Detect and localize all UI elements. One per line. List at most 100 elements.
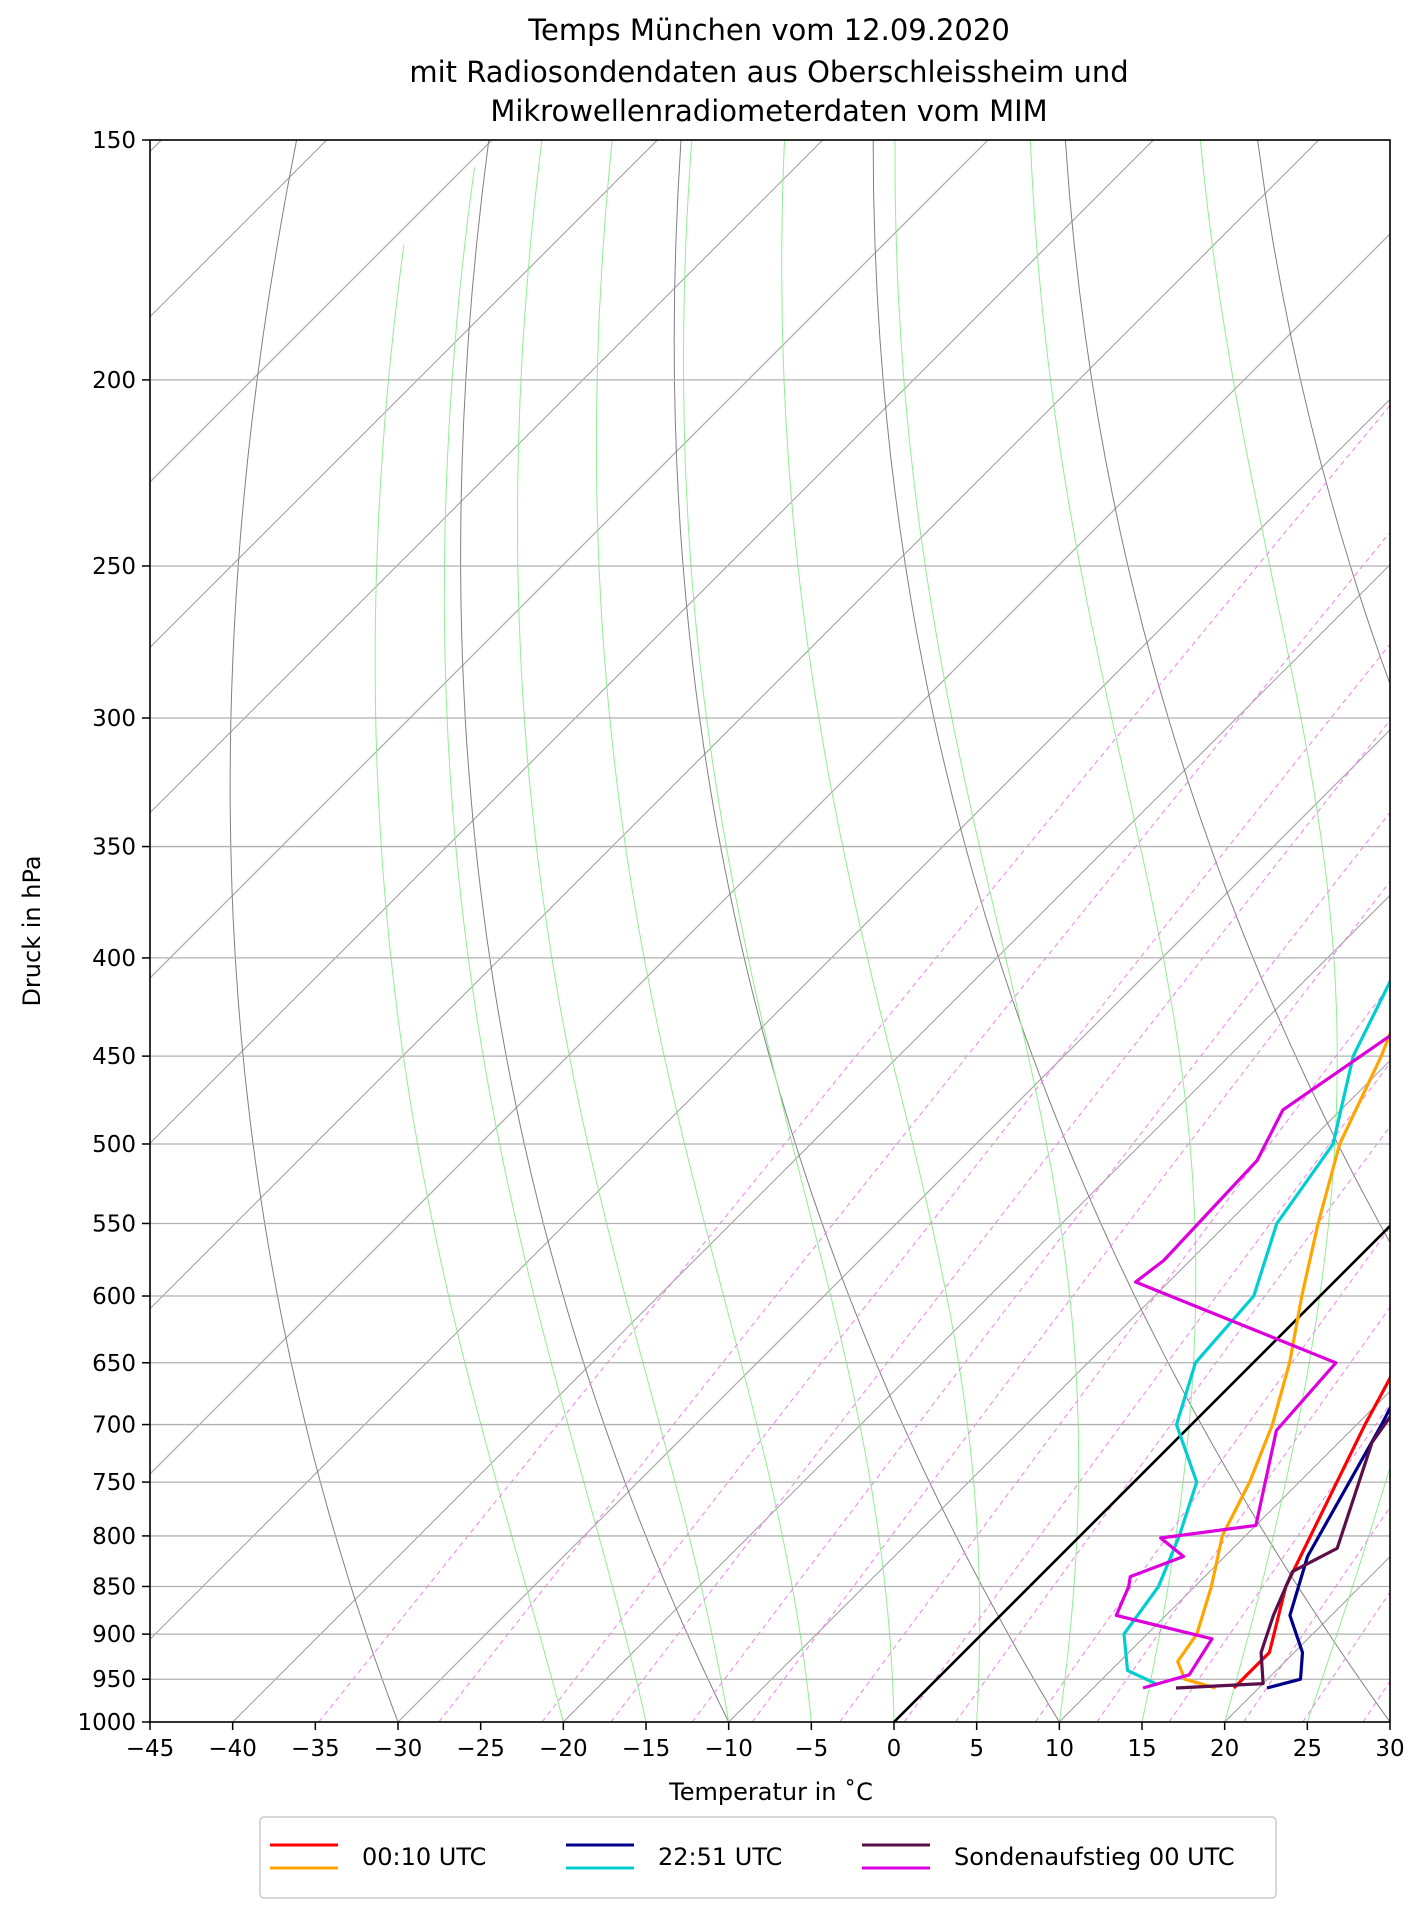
isotherm-line: [150, 140, 989, 979]
y-tick-label: 600: [92, 1284, 136, 1310]
legend-sonde-label: Sondenaufstieg 00 UTC: [954, 1843, 1235, 1871]
dry-adiabat-line: [1064, 140, 1390, 1244]
moist-adiabat-line: [781, 140, 981, 1722]
mixing-ratio-line: [438, 531, 1390, 1722]
chart-title-line-2: mit Radiosondendaten aus Oberschleisshei…: [409, 55, 1128, 89]
isotherm-line: [150, 140, 493, 483]
y-axis-label: Druck in hPa: [18, 855, 46, 1006]
x-tick-label: −35: [291, 1736, 340, 1762]
mixing-ratio-line: [1243, 1506, 1390, 1722]
x-tick-label: −20: [539, 1736, 588, 1762]
mixing-ratio-line: [1168, 1403, 1390, 1722]
y-axis-ticks: 150 200 250 300 350 400 450 500 550 600 650 700 750 8…: [77, 128, 150, 1736]
dry-adiabat-line: [460, 140, 730, 1722]
moist-adiabat-line: [595, 140, 812, 1722]
y-tick-label: 250: [92, 554, 136, 580]
isotherm-line: [1058, 1390, 1390, 1722]
legend-22-51-label: 22:51 UTC: [658, 1843, 782, 1871]
y-tick-label: 750: [92, 1470, 136, 1496]
y-tick-label: 850: [92, 1574, 136, 1600]
isotherm-line: [150, 140, 1320, 1310]
isotherm-line: [150, 140, 328, 318]
x-axis-label: Temperatur in ˚C: [668, 1778, 873, 1806]
x-tick-label: −10: [704, 1736, 753, 1762]
legend-00-10-label: 00:10 UTC: [362, 1843, 486, 1871]
isotherm-line: [150, 398, 1390, 1641]
y-tick-label: 400: [92, 946, 136, 972]
legend: 00:10 UTC 22:51 UTC Sondenaufstieg 00 UT…: [259, 1816, 1277, 1899]
x-tick-label: 30: [1375, 1736, 1404, 1762]
dry-adiabat-line: [673, 140, 1060, 1722]
moist-adiabat-line: [443, 167, 647, 1722]
isotherm-line: [562, 894, 1390, 1722]
mixing-ratio-line: [318, 404, 1390, 1722]
isotherm-line: [150, 140, 824, 814]
x-tick-label: −45: [126, 1736, 175, 1762]
pressure-grid: [150, 140, 1390, 1722]
isotherm-line: [397, 729, 1390, 1722]
x-axis-ticks: −45 −40 −35 −30 −25 −20 −15 −10 −5 0 5 10 15 20 25 30: [126, 1722, 1405, 1762]
y-tick-label: 350: [92, 835, 136, 861]
y-tick-label: 700: [92, 1413, 136, 1439]
moist-adiabat-line: [1389, 1720, 1390, 1722]
series-5-dewpoint-line: [1114, 1033, 1390, 1690]
moist-adiabat-line: [374, 244, 564, 1722]
x-tick-label: 25: [1293, 1736, 1322, 1762]
mixing-ratio-line: [610, 719, 1390, 1722]
y-tick-label: 200: [92, 368, 136, 394]
y-tick-label: 450: [92, 1044, 136, 1070]
legend-box: [259, 1816, 1277, 1899]
mixing-ratio-line: [1096, 1306, 1390, 1722]
mixing-ratio-line: [1413, 380, 1427, 1722]
y-tick-label: 150: [92, 128, 136, 154]
x-tick-label: −15: [622, 1736, 671, 1762]
isotherm-line: [727, 1059, 1390, 1722]
y-tick-label: 550: [92, 1211, 136, 1237]
data-series: [1114, 978, 1390, 1690]
dry-adiabat-line: [872, 140, 1390, 1722]
moist-adiabat-line: [682, 140, 895, 1722]
mixing-ratio-line: [751, 880, 1390, 1722]
x-tick-label: −5: [794, 1736, 828, 1762]
y-tick-label: 1000: [77, 1710, 136, 1736]
x-tick-label: −25: [456, 1736, 505, 1762]
plot-frame: [149, 139, 1391, 1723]
y-tick-label: 650: [92, 1351, 136, 1377]
x-tick-label: 0: [887, 1736, 902, 1762]
mixing-ratio-line: [903, 1062, 1390, 1722]
isotherm-line: [231, 563, 1390, 1722]
mixing-ratio-line: [839, 984, 1390, 1722]
series-2-temperature-line: [1266, 1404, 1390, 1690]
mixing-ratio-line: [1302, 1591, 1390, 1722]
x-tick-label: −40: [208, 1736, 257, 1762]
y-tick-label: 500: [92, 1132, 136, 1158]
mixing-ratio-line: [541, 643, 1390, 1722]
y-tick-label: 800: [92, 1524, 136, 1550]
series-3-dewpoint-line: [1122, 978, 1390, 1686]
series-0-temperature-line: [1232, 1374, 1390, 1690]
zero-degree-isotherm: [893, 1224, 1390, 1722]
isotherm-line: [150, 140, 659, 649]
y-tick-label: 950: [92, 1667, 136, 1693]
moist-adiabat-line: [517, 140, 730, 1722]
background-lines: [150, 140, 1427, 1722]
isotherm-line: [150, 140, 1155, 1145]
moist-adiabat-line: [894, 140, 1080, 1722]
moist-adiabat-line: [1029, 140, 1197, 1722]
chart-title-line-3: Mikrowellenradiometerdaten vom MIM: [490, 94, 1047, 128]
moist-adiabat-line: [1306, 1465, 1390, 1722]
moist-adiabat-line: [1199, 140, 1338, 1722]
y-tick-label: 300: [92, 706, 136, 732]
x-tick-label: 10: [1045, 1736, 1074, 1762]
x-tick-label: −30: [374, 1736, 423, 1762]
dry-adiabat-line: [229, 140, 399, 1722]
dry-adiabat-line: [1257, 140, 1390, 686]
chart-title-line-1: Temps München vom 12.09.2020: [527, 13, 1010, 47]
x-tick-label: 20: [1210, 1736, 1239, 1762]
y-tick-label: 900: [92, 1622, 136, 1648]
series-4-temperature-line: [1175, 1414, 1390, 1690]
series-1-dewpoint-line: [1176, 1029, 1390, 1690]
isotherm-line: [150, 233, 1390, 1475]
x-tick-label: 5: [969, 1736, 984, 1762]
